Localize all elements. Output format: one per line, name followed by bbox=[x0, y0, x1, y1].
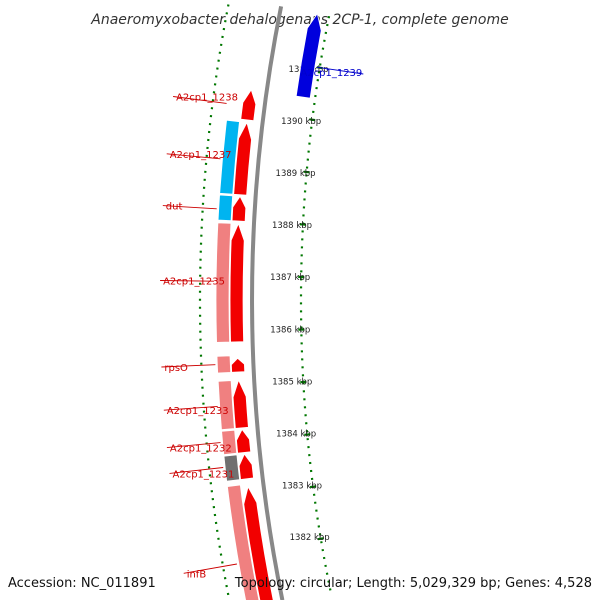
gene-feature-a2cp1_1233-outer bbox=[232, 379, 249, 429]
gene-label-infb-leader bbox=[183, 563, 237, 574]
gene-features bbox=[215, 12, 322, 600]
scale-tick bbox=[304, 433, 311, 436]
gene-label-infb: infB bbox=[187, 569, 207, 580]
genome-summary-text: Topology: circular; Length: 5,029,329 bp… bbox=[234, 576, 592, 591]
gene-feature-infb-inner bbox=[226, 484, 260, 600]
gene-label-a2cp1_1231: A2cp1_1231 bbox=[173, 469, 235, 480]
gene-label-a2cp1_1238: A2cp1_1238 bbox=[176, 93, 238, 104]
gene-feature-a2cp1_1237-inner bbox=[219, 119, 240, 195]
gene-label-a2cp1_1231-leader bbox=[169, 467, 224, 474]
gene-feature-a2cp1_1239-selected bbox=[295, 12, 322, 99]
gene-label-dut: dut bbox=[166, 202, 183, 213]
gene-feature-a2cp1_1235-outer bbox=[229, 222, 245, 343]
gene-label-a2cp1_1235: A2cp1_1235 bbox=[163, 277, 225, 288]
gene-feature-a2cp1_1238-outer bbox=[240, 88, 257, 122]
scale-tick-label: 1386 kbp bbox=[270, 325, 310, 335]
scale-tick-label: 1384 kbp bbox=[276, 430, 316, 440]
scale-dotted-ring-outer bbox=[299, 15, 332, 591]
scale-tick bbox=[309, 118, 316, 122]
accession-text: Accession: NC_011891 bbox=[8, 576, 156, 591]
scale-tick-label: 1382 kbp bbox=[290, 533, 330, 543]
gene-feature-rpso-outer bbox=[230, 357, 246, 373]
backbone-arc bbox=[250, 6, 285, 600]
gene-label-rpso: rpsO bbox=[164, 363, 188, 374]
gene-feature-a2cp1_1235-inner bbox=[215, 222, 232, 343]
scale-tick bbox=[309, 485, 317, 489]
scale-tick-label: 1383 kbp bbox=[282, 482, 322, 492]
gene-label-a2cp1_1238-leader bbox=[173, 96, 227, 104]
gene-label-a2cp1_1237: A2cp1_1237 bbox=[170, 150, 232, 161]
gene-label-a2cp1_1233-leader bbox=[163, 405, 218, 411]
gene-feature-dut-inner bbox=[217, 194, 234, 222]
gene-label-a2cp1_1232-leader bbox=[166, 442, 221, 449]
scale-tick bbox=[303, 170, 310, 174]
gene-feature-dut-outer bbox=[231, 195, 247, 222]
scale-tick-label: 1388 kbp bbox=[272, 221, 312, 231]
gene-label-a2cp1_1239-leader bbox=[316, 66, 364, 75]
gene-label-a2cp1_1237-leader bbox=[166, 153, 221, 160]
gene-feature-infb-outer bbox=[243, 485, 274, 600]
gene-feature-a2cp1_1233-inner bbox=[217, 380, 235, 431]
scale-dotted-ring-inner bbox=[198, 0, 231, 600]
scale-tick-label: 1389 kbp bbox=[276, 169, 316, 179]
gene-feature-rpso-inner bbox=[216, 355, 232, 374]
gene-label-dut-leader bbox=[162, 205, 217, 210]
gene-label-a2cp1_1233: A2cp1_1233 bbox=[167, 406, 229, 417]
backbone-ring bbox=[250, 6, 285, 600]
gene-label-a2cp1_1239: A2cp1_1239 bbox=[300, 68, 362, 79]
scale-tick-label: 1390 kbp bbox=[281, 117, 321, 127]
map-title: Anaeromyxobacter dehalogenans 2CP-1, com… bbox=[90, 12, 508, 28]
scale-tick bbox=[317, 537, 324, 541]
scale-tick-label: 1387 kbp bbox=[270, 273, 310, 283]
scale-ring: 1382 kbp 1383 kbp 1384 kbp 1385 kbp 1386 kbp… bbox=[198, 0, 332, 600]
gene-label-rpso-leader bbox=[161, 364, 216, 368]
gene-feature-a2cp1_1232-outer bbox=[236, 428, 252, 454]
gene-label-a2cp1_1235-leader bbox=[160, 280, 215, 282]
gene-feature-a2cp1_1231-outer bbox=[238, 453, 254, 480]
gene-feature-a2cp1_1237-outer bbox=[233, 121, 252, 196]
gene-feature-a2cp1_1231-inner bbox=[223, 454, 241, 482]
gene-label-a2cp1_1232: A2cp1_1232 bbox=[170, 444, 232, 455]
gene-labels: infB A2cp1_1231 A2cp1_1232 A2cp1_1233 rpsO A2… bbox=[160, 66, 364, 580]
scale-tick-label: 1385 kbp bbox=[272, 378, 312, 388]
gene-feature-a2cp1_1232-inner bbox=[221, 429, 238, 456]
